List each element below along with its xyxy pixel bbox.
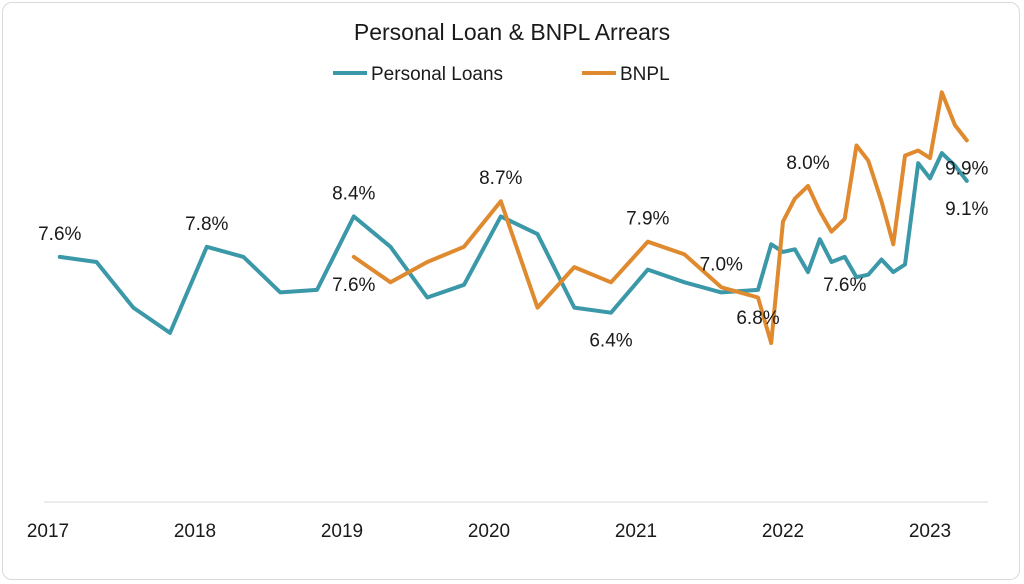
- x-tick-label: 2018: [174, 521, 216, 542]
- data-label: 7.8%: [185, 214, 228, 235]
- legend: Personal Loans BNPL: [333, 64, 670, 85]
- data-label: 8.4%: [332, 183, 375, 204]
- chart-title: Personal Loan & BNPL Arrears: [354, 19, 670, 45]
- legend-label: BNPL: [620, 64, 670, 85]
- data-label: 8.7%: [479, 168, 522, 189]
- data-label: 8.0%: [786, 153, 829, 174]
- data-label: 6.4%: [589, 331, 632, 352]
- x-tick-label: 2023: [909, 521, 951, 542]
- data-label: 7.6%: [332, 275, 375, 296]
- data-label: 7.6%: [38, 224, 81, 245]
- series-line: [57, 151, 969, 335]
- data-label: 9.9%: [945, 158, 988, 179]
- data-label: 6.8%: [736, 308, 779, 329]
- series-lines: [57, 90, 969, 346]
- x-tick-label: 2019: [321, 521, 363, 542]
- data-labels: 7.6% 7.8% 8.4% 6.4% 6.8% 7.6% 9.1% 7.6% 8.7% 7.9%…: [38, 153, 988, 352]
- x-axis-ticks: 2017 2018 2019 2020 2021 2022 2023: [27, 521, 951, 542]
- data-label: 7.0%: [700, 254, 743, 275]
- x-tick-label: 2022: [762, 521, 804, 542]
- data-label: 7.9%: [626, 209, 669, 230]
- x-tick-label: 2020: [468, 521, 510, 542]
- legend-label: Personal Loans: [371, 64, 503, 85]
- series-line: [351, 90, 969, 346]
- data-label: 7.6%: [823, 275, 866, 296]
- x-tick-label: 2021: [615, 521, 657, 542]
- x-tick-label: 2017: [27, 521, 69, 542]
- data-label: 9.1%: [945, 199, 988, 220]
